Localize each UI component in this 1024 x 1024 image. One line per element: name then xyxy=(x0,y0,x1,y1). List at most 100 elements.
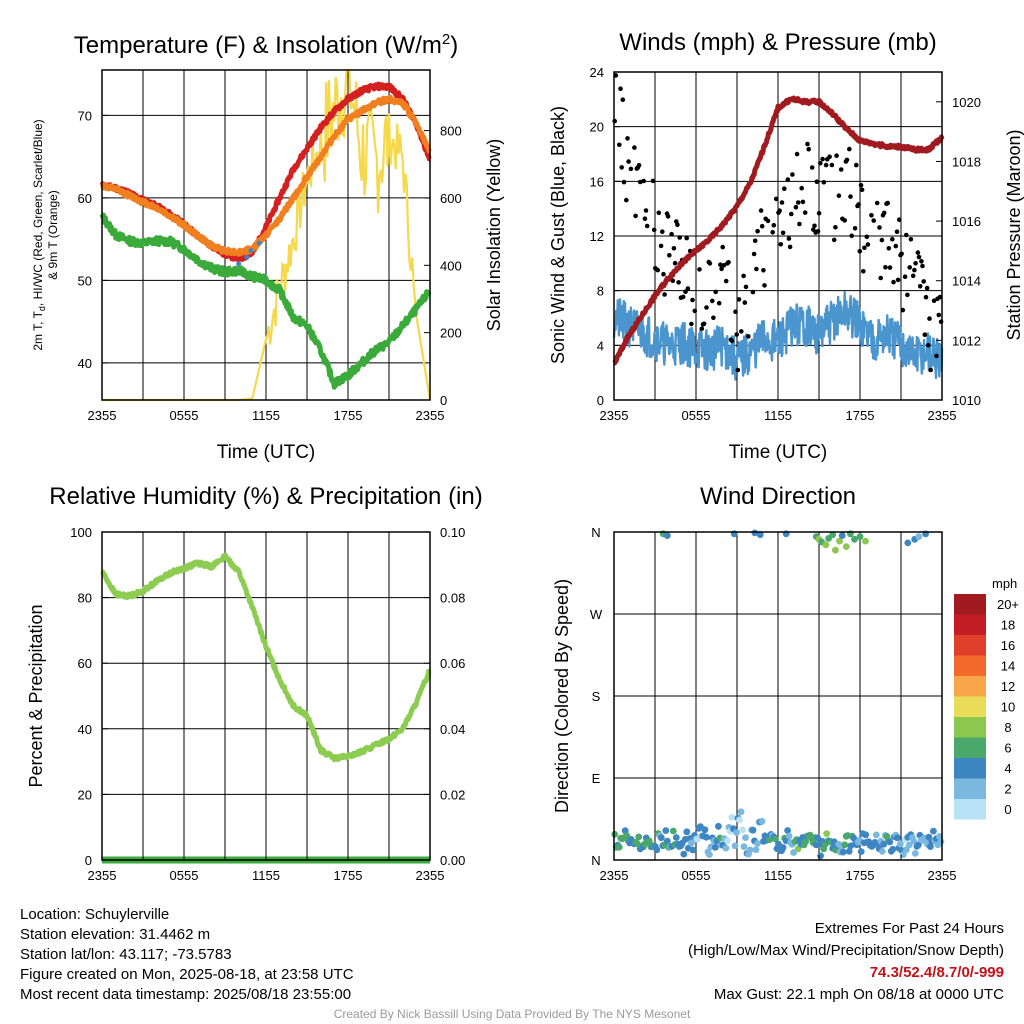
humidity-ylabel: Percent & Precipitation xyxy=(26,604,46,787)
gust-point xyxy=(895,277,901,283)
direction-point xyxy=(896,840,904,848)
gust-point xyxy=(689,321,694,327)
gust-point xyxy=(799,185,804,191)
gust-point xyxy=(786,236,792,241)
gust-point xyxy=(790,172,795,177)
direction-point-north xyxy=(832,546,839,554)
gust-point xyxy=(755,228,760,234)
gust-point xyxy=(684,235,689,241)
humidity-line xyxy=(100,552,432,763)
x-tick-label: 1755 xyxy=(846,868,875,883)
gust-point xyxy=(675,222,680,227)
direction-point xyxy=(739,826,746,834)
direction-point xyxy=(817,852,824,860)
gust-point xyxy=(891,279,896,285)
gust-point xyxy=(618,86,623,91)
y-tick-label-right: 0.04 xyxy=(440,722,465,737)
gust-point xyxy=(919,259,924,264)
gust-point xyxy=(818,161,823,166)
y-tick-label-right: 0 xyxy=(440,393,447,408)
gust-point xyxy=(632,145,637,150)
legend-swatch xyxy=(954,758,986,779)
gust-point xyxy=(847,146,852,152)
legend-label: 12 xyxy=(1001,679,1015,694)
y-tick-label-right: 0.08 xyxy=(440,591,465,606)
direction-point-north xyxy=(663,532,671,539)
gust-point xyxy=(742,300,748,305)
gust-point xyxy=(759,223,765,229)
gust-point xyxy=(805,141,810,147)
direction-point xyxy=(850,834,858,842)
gust-point xyxy=(720,244,725,250)
gust-point xyxy=(665,214,671,219)
y-tick-label-right: 1018 xyxy=(952,154,981,169)
gust-point xyxy=(697,267,702,272)
direction-point xyxy=(688,839,695,847)
gust-point xyxy=(644,223,650,229)
temperature-title: Temperature (F) & Insolation (W/m2) xyxy=(74,31,458,59)
gust-point xyxy=(651,227,657,233)
legend-label: 2 xyxy=(1004,782,1011,797)
info-recent: Most recent data timestamp: 2025/08/18 2… xyxy=(20,986,352,1003)
wind-chill-dot xyxy=(244,254,250,260)
gust-point xyxy=(771,223,777,228)
extremes-title: Extremes For Past 24 Hours xyxy=(814,920,1004,937)
info-elevation: Station elevation: 31.4462 m xyxy=(20,926,211,943)
gust-point xyxy=(699,326,705,332)
gust-point xyxy=(928,367,933,373)
gust-point xyxy=(858,182,864,188)
gust-point xyxy=(680,294,686,300)
gust-point xyxy=(827,154,832,159)
legend-swatch xyxy=(954,799,986,820)
gust-point xyxy=(751,251,757,257)
gust-point xyxy=(633,213,638,219)
direction-point xyxy=(752,846,760,854)
direction-point xyxy=(779,844,787,851)
gust-point xyxy=(660,229,665,234)
y-tick-label-right: 200 xyxy=(440,326,462,341)
gust-point xyxy=(626,159,631,164)
direction-point xyxy=(772,835,779,843)
gust-point xyxy=(854,162,859,168)
y-tick-label-left: 60 xyxy=(78,191,92,206)
y-tick-label-right: 1012 xyxy=(952,333,981,348)
gust-point xyxy=(643,208,649,213)
gust-point xyxy=(733,309,738,315)
gust-point xyxy=(806,146,811,152)
gust-point xyxy=(849,233,854,239)
gust-point xyxy=(920,263,925,269)
winds-ylabel-left: Sonic Wind & Gust (Blue, Black) xyxy=(548,106,568,364)
gust-point xyxy=(865,242,871,247)
direction-point xyxy=(937,838,945,845)
gust-point xyxy=(831,237,837,243)
insolation-ylabel-right: Solar Insolation (Yellow) xyxy=(484,139,504,331)
gust-point xyxy=(809,165,815,170)
gust-point xyxy=(739,329,744,334)
direction-panel: Wind Direction 2355 0555 1155 1755 2355NESWN… xyxy=(552,483,1019,883)
gust-point xyxy=(874,200,880,206)
gust-point xyxy=(815,229,821,234)
legend-swatch xyxy=(954,655,986,676)
direction-point xyxy=(839,848,847,856)
direction-point xyxy=(889,845,897,853)
y-tick-label-right: 1020 xyxy=(952,95,981,110)
direction-point xyxy=(823,830,831,837)
gust-point xyxy=(746,334,751,339)
gust-point xyxy=(836,193,842,198)
gust-point xyxy=(916,254,922,260)
direction-point xyxy=(910,837,918,845)
y-tick-label-left: 60 xyxy=(78,656,92,671)
gust-point xyxy=(711,315,716,321)
x-tick-label: 2355 xyxy=(600,408,629,423)
humidity-title: Relative Humidity (%) & Precipitation (i… xyxy=(49,483,482,510)
gust-point xyxy=(862,245,867,251)
direction-point xyxy=(927,843,934,850)
y-tick-label-left: 40 xyxy=(78,356,92,371)
y-tick-label-left: 24 xyxy=(590,65,604,80)
temperature-9m-line xyxy=(100,94,432,257)
legend-label: 16 xyxy=(1001,638,1015,653)
direction-point xyxy=(746,846,754,854)
gust-point xyxy=(620,97,626,102)
pressure-ylabel-right: Station Pressure (Maroon) xyxy=(1004,129,1024,340)
